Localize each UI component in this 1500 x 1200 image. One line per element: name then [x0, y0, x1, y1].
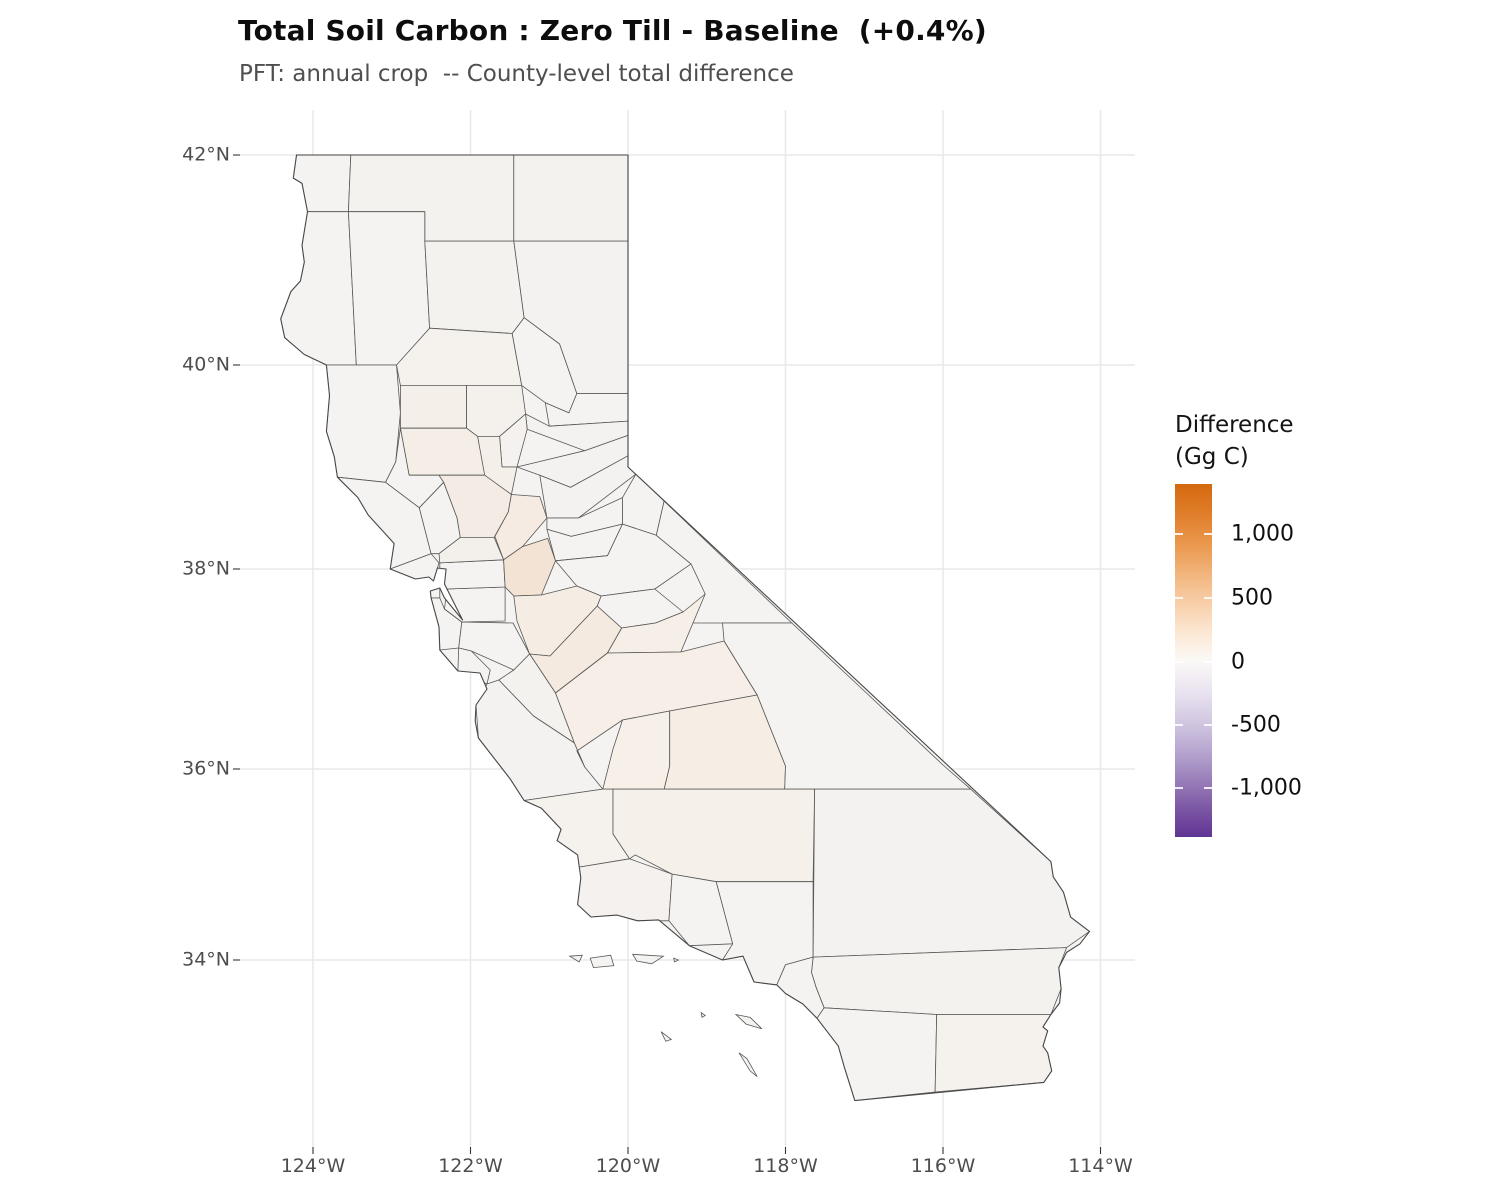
county-solano [438, 537, 504, 564]
legend-tick-mark [1175, 787, 1183, 789]
x-axis-tick-label: 118°W [753, 1155, 818, 1177]
legend-tick-label: -1,000 [1231, 775, 1302, 801]
county-san-diego [816, 1007, 938, 1101]
legend-title-line1: Difference [1175, 412, 1294, 438]
county-layer [280, 155, 1090, 1101]
santa-rosa-island [589, 954, 615, 969]
y-axis-tick-label: 42°N [182, 143, 230, 166]
legend-colorbar [1175, 484, 1212, 837]
x-axis-tick-label: 114°W [1068, 1155, 1133, 1177]
y-axis-tick-label: 40°N [182, 353, 230, 376]
x-axis-tick-label: 124°W [280, 1155, 346, 1177]
county-riverside [811, 947, 1067, 1015]
county-san-joaquin [503, 538, 556, 597]
san-clemente-island [738, 1052, 758, 1078]
san-nicolas-island [660, 1031, 673, 1042]
legend-title-line2: (Gg C) [1175, 443, 1249, 470]
chart-title: Total Soil Carbon : Zero Till - Baseline… [238, 14, 987, 47]
axis-ticks [233, 154, 1102, 1154]
chart-subtitle: PFT: annual crop -- County-level total d… [239, 61, 794, 87]
county-ventura [668, 873, 734, 947]
county-shasta [424, 240, 525, 334]
county-imperial [934, 1014, 1053, 1093]
legend-tick-mark [1175, 533, 1183, 535]
county-humboldt [280, 211, 357, 366]
san-miguel-island [568, 954, 583, 963]
legend-tick-mark [1204, 661, 1212, 663]
legend-tick-label: -500 [1231, 712, 1281, 738]
santa-cruz-island [631, 953, 665, 965]
legend-tick-label: 1,000 [1231, 521, 1294, 547]
county-contra-costa [439, 559, 506, 590]
x-axis-tick-label: 116°W [910, 1155, 976, 1177]
county-modoc [513, 155, 629, 242]
legend-tick-mark [1204, 724, 1212, 726]
y-axis-tick-label: 38°N [182, 557, 230, 580]
santa-catalina-island [734, 1013, 763, 1030]
legend-tick-mark [1175, 724, 1183, 726]
county-colusa [400, 427, 486, 476]
legend-tick-mark [1204, 533, 1212, 535]
state-outline [280, 154, 1091, 1102]
county-glenn [400, 385, 467, 429]
legend-tick-mark [1204, 787, 1212, 789]
county-mendocino [326, 364, 401, 483]
y-axis-tick-label: 34°N [182, 948, 230, 971]
legend-tick-mark [1175, 597, 1183, 599]
legend-tick-mark [1204, 597, 1212, 599]
y-axis-tick-label: 36°N [182, 757, 230, 780]
county-san-bernardino [812, 788, 1090, 958]
anacapa-island [673, 957, 680, 963]
legend-tick-mark [1175, 661, 1183, 663]
island-layer [568, 953, 763, 1078]
legend-tick-label: 500 [1231, 585, 1273, 611]
santa-barbara-island [700, 1011, 706, 1019]
legend-title: Difference (Gg C) [1175, 410, 1294, 473]
x-axis-tick-label: 122°W [438, 1155, 503, 1177]
legend-tick-label: 0 [1231, 649, 1245, 675]
x-axis-tick-label: 120°W [595, 1155, 661, 1177]
